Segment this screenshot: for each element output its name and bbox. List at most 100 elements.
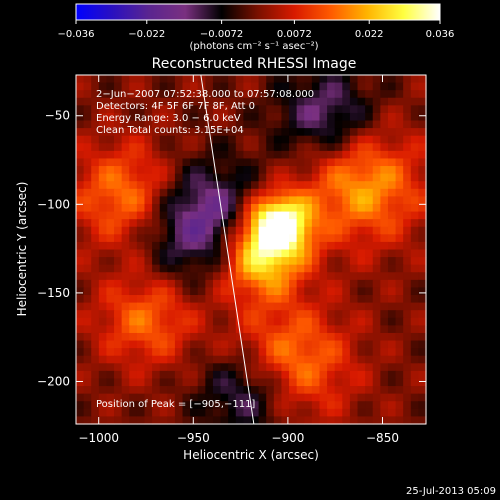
heatmap-cell	[182, 325, 191, 334]
heatmap-cell	[380, 90, 389, 99]
heatmap-cell	[418, 378, 427, 387]
heatmap-cell	[395, 279, 404, 289]
heatmap-cell	[342, 264, 351, 273]
heatmap-cell	[152, 219, 161, 228]
heatmap-cell	[220, 332, 229, 342]
heatmap-cell	[410, 401, 419, 410]
heatmap-cell	[311, 355, 321, 364]
heatmap-cell	[243, 386, 252, 395]
heatmap-cell	[152, 317, 161, 326]
heatmap-cell	[403, 363, 412, 372]
heatmap-cell	[243, 401, 252, 410]
heatmap-cell	[395, 257, 404, 266]
heatmap-cell	[349, 234, 359, 243]
heatmap-cell	[311, 272, 321, 281]
heatmap-cell	[334, 401, 343, 410]
heatmap-cell	[258, 82, 267, 91]
heatmap-cell	[418, 128, 427, 137]
heatmap-cell	[174, 317, 184, 326]
heatmap-cell	[106, 363, 115, 372]
heatmap-cell	[190, 166, 199, 175]
heatmap-cell	[304, 105, 313, 114]
heatmap-cell	[205, 355, 214, 364]
heatmap-cell	[418, 295, 427, 304]
x-tick-label: −850	[366, 431, 399, 445]
heatmap-cell	[410, 264, 419, 273]
heatmap-cell	[266, 166, 275, 175]
heatmap-cell	[159, 310, 168, 319]
heatmap-cell	[410, 90, 419, 99]
heatmap-cell	[114, 416, 123, 425]
heatmap-cell	[228, 219, 237, 228]
heatmap-cell	[235, 310, 244, 319]
heatmap-cell	[266, 173, 275, 182]
heatmap-cell	[395, 203, 404, 213]
heatmap-cell	[159, 173, 168, 182]
footer-timestamp: 25-Jul-2013 05:09	[406, 486, 496, 497]
colorbar-units: (photons cm⁻² s⁻¹ asec⁻²)	[189, 41, 318, 52]
heatmap-cell	[167, 386, 176, 395]
heatmap-cell	[136, 272, 146, 281]
heatmap-cell	[129, 302, 138, 311]
heatmap-cell	[296, 158, 305, 167]
heatmap-cell	[91, 272, 100, 281]
heatmap-cell	[380, 150, 389, 160]
heatmap-cell	[266, 348, 275, 357]
heatmap-cell	[136, 112, 146, 122]
heatmap-cell	[174, 378, 184, 387]
heatmap-cell	[357, 166, 366, 175]
heatmap-cell	[182, 363, 191, 372]
heatmap-cell	[98, 158, 108, 167]
heatmap-cell	[197, 196, 206, 205]
heatmap-cell	[190, 226, 199, 235]
heatmap-cell	[106, 257, 115, 266]
heatmap-cell	[98, 173, 108, 182]
heatmap-cell	[395, 355, 404, 364]
heatmap-cell	[235, 264, 244, 273]
heatmap-cell	[121, 317, 130, 326]
heatmap-cell	[83, 188, 92, 197]
heatmap-cell	[296, 393, 305, 402]
heatmap-cell	[296, 188, 305, 197]
heatmap-cell	[251, 249, 260, 258]
heatmap-cell	[76, 203, 85, 213]
heatmap-cell	[76, 355, 85, 364]
heatmap-cell	[228, 370, 237, 380]
heatmap-cell	[243, 234, 252, 243]
heatmap-cell	[296, 135, 305, 144]
heatmap-cell	[91, 287, 100, 296]
heatmap-cell	[380, 75, 389, 84]
heatmap-cell	[129, 325, 138, 334]
heatmap-cell	[349, 82, 359, 91]
heatmap-cell	[159, 257, 168, 266]
annotation-energy: Energy Range: 3.0 − 6.0 keV	[96, 113, 241, 124]
heatmap-cell	[106, 272, 115, 281]
heatmap-cell	[387, 75, 397, 84]
heatmap-cell	[205, 325, 214, 334]
heatmap-cell	[251, 348, 260, 357]
heatmap-cell	[152, 386, 161, 395]
heatmap-cell	[136, 408, 146, 418]
heatmap-cell	[121, 97, 130, 106]
heatmap-cell	[304, 386, 313, 395]
heatmap-cell	[91, 310, 100, 319]
heatmap-cell	[327, 272, 336, 281]
heatmap-cell	[342, 181, 351, 190]
heatmap-cell	[174, 295, 184, 304]
heatmap-cell	[167, 196, 176, 205]
heatmap-cell	[243, 105, 252, 114]
heatmap-cell	[243, 150, 252, 160]
heatmap-cell	[251, 226, 260, 235]
heatmap-cell	[372, 158, 381, 167]
heatmap-cell	[311, 173, 321, 182]
heatmap-cell	[372, 97, 381, 106]
heatmap-cell	[304, 317, 313, 326]
heatmap-cell	[372, 120, 381, 129]
heatmap-cell	[319, 310, 328, 319]
heatmap-cell	[395, 75, 404, 84]
heatmap-cell	[311, 188, 321, 197]
heatmap-cell	[273, 90, 283, 99]
heatmap-cell	[365, 150, 374, 160]
heatmap-cell	[289, 226, 298, 235]
heatmap-cell	[144, 211, 153, 220]
